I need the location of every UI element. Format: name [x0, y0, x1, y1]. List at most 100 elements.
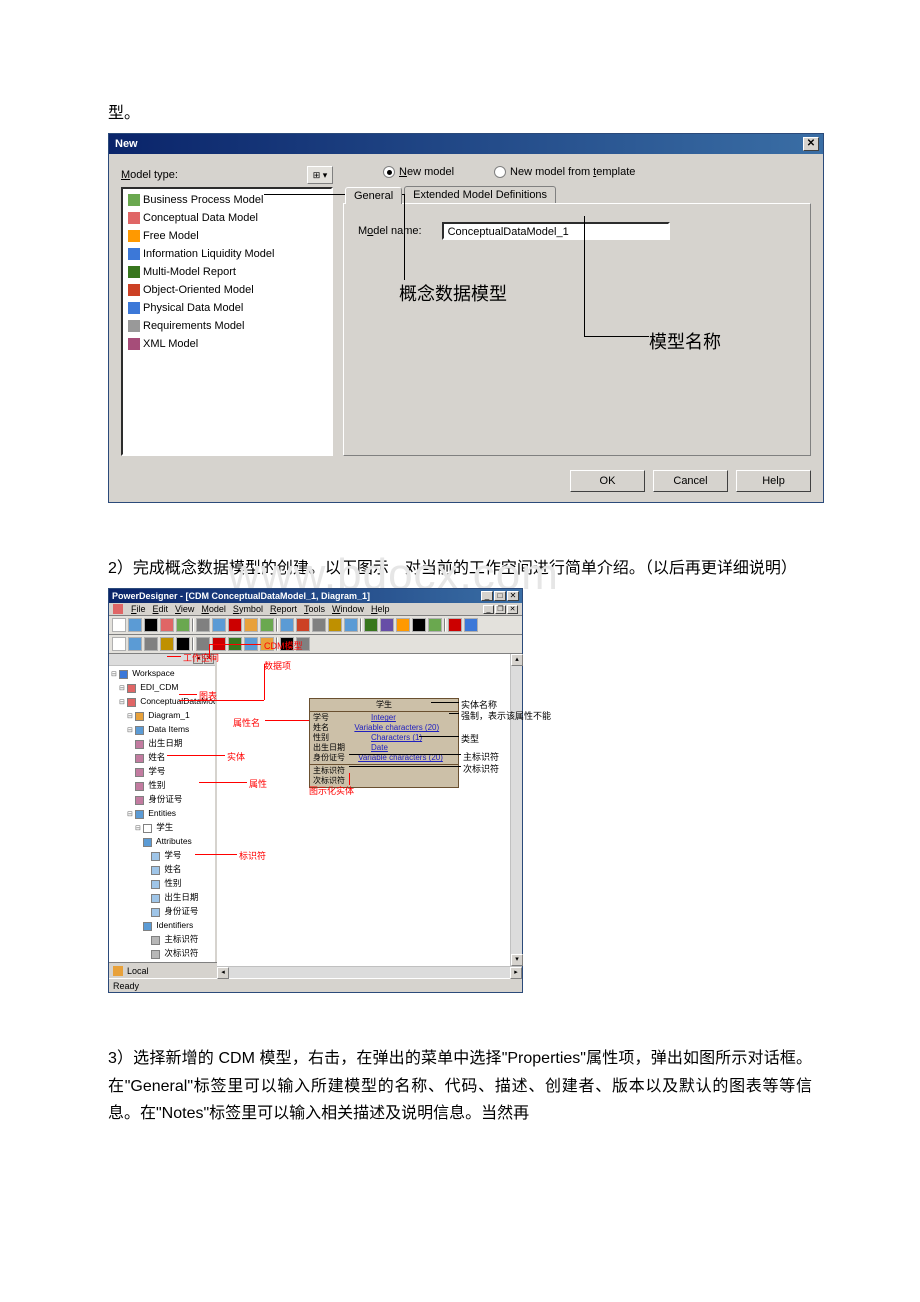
vertical-scrollbar[interactable]: ▴ ▾: [510, 654, 522, 966]
toolbar-button[interactable]: [144, 618, 158, 632]
tree-node[interactable]: 性别: [111, 779, 213, 793]
toolbar-button[interactable]: [448, 618, 462, 632]
toolbar-button[interactable]: [212, 618, 226, 632]
menu-item[interactable]: Edit: [153, 604, 169, 614]
tree-node[interactable]: 次标识符: [111, 947, 213, 961]
new-model-radio[interactable]: New model: [383, 166, 454, 178]
tree-icon: [143, 922, 152, 931]
toolbar-button[interactable]: [344, 618, 358, 632]
close-icon[interactable]: ✕: [507, 591, 519, 601]
toolbar-button[interactable]: [128, 618, 142, 632]
toolbar-button[interactable]: [380, 618, 394, 632]
entity-identifier-row: 主标识符: [313, 766, 455, 776]
toolbar-button[interactable]: [428, 618, 442, 632]
menu-item[interactable]: File: [131, 604, 146, 614]
tree-node[interactable]: 身份证号: [111, 793, 213, 807]
scroll-down-icon[interactable]: ▾: [511, 954, 523, 966]
tree-node[interactable]: 身份证号: [111, 905, 213, 919]
toolbar-button[interactable]: [176, 618, 190, 632]
menu-item[interactable]: Help: [371, 604, 390, 614]
toolbar-button[interactable]: [328, 618, 342, 632]
model-type-item[interactable]: Free Model: [125, 227, 329, 245]
tree-node[interactable]: 出生日期: [111, 891, 213, 905]
model-name-input[interactable]: ConceptualDataModel_1: [442, 222, 670, 240]
model-type-item[interactable]: Conceptual Data Model: [125, 209, 329, 227]
menu-item[interactable]: Window: [332, 604, 364, 614]
scroll-up-icon[interactable]: ▴: [511, 654, 523, 666]
toolbar-button[interactable]: [176, 637, 190, 651]
toolbar-button[interactable]: [464, 618, 478, 632]
close-icon[interactable]: ✕: [803, 137, 819, 151]
tree-node[interactable]: ⊟ Diagram_1: [111, 709, 213, 723]
model-type-item[interactable]: Multi-Model Report: [125, 263, 329, 281]
view-mode-button[interactable]: ⊞ ▾: [307, 166, 333, 184]
entity-box[interactable]: 学生 学号Integer姓名Variable characters (20)性别…: [309, 698, 459, 788]
toolbar-button[interactable]: [144, 637, 158, 651]
ok-button[interactable]: OK: [570, 470, 645, 492]
maximize-icon[interactable]: □: [494, 591, 506, 601]
tree-icon: [135, 796, 144, 805]
toolbar-button[interactable]: [112, 637, 126, 651]
menu-item[interactable]: Report: [270, 604, 297, 614]
model-type-item[interactable]: Requirements Model: [125, 317, 329, 335]
model-type-item[interactable]: Information Liquidity Model: [125, 245, 329, 263]
model-icon: [128, 194, 140, 206]
entity-attribute-row: 学号Integer: [313, 713, 455, 723]
toolbar-button[interactable]: [412, 618, 426, 632]
menu-item[interactable]: Symbol: [233, 604, 263, 614]
toolbar-button[interactable]: [196, 618, 210, 632]
new-model-template-radio[interactable]: New model from template: [494, 166, 635, 178]
toolbar-button[interactable]: [312, 618, 326, 632]
model-type-item[interactable]: Object-Oriented Model: [125, 281, 329, 299]
toolbar-button[interactable]: [196, 637, 210, 651]
toolbar-button[interactable]: [160, 618, 174, 632]
tree-node[interactable]: ⊟ EDI_CDM: [111, 681, 213, 695]
tree-node[interactable]: Identifiers: [111, 919, 213, 933]
model-type-item[interactable]: XML Model: [125, 335, 329, 353]
menu-item[interactable]: View: [175, 604, 194, 614]
toolbar-button[interactable]: [296, 618, 310, 632]
toolbar-button[interactable]: [228, 618, 242, 632]
scroll-left-icon[interactable]: ◂: [217, 967, 229, 979]
tree-node[interactable]: 学号: [111, 849, 213, 863]
tree-node[interactable]: 姓名: [111, 751, 213, 765]
cancel-button[interactable]: Cancel: [653, 470, 728, 492]
scroll-right-icon[interactable]: ▸: [510, 967, 522, 979]
tree-node[interactable]: 姓名: [111, 863, 213, 877]
toolbar-button[interactable]: [128, 637, 142, 651]
toolbar-button[interactable]: [364, 618, 378, 632]
horizontal-scrollbar[interactable]: ◂ ▸: [217, 966, 522, 978]
model-icon: [128, 284, 140, 296]
toolbar-button[interactable]: [112, 618, 126, 632]
mdi-restore-icon[interactable]: ❐: [495, 605, 506, 614]
toolbar-button[interactable]: [160, 637, 174, 651]
tree-node[interactable]: 出生日期: [111, 737, 213, 751]
annotation-line: [431, 702, 459, 703]
tree-node[interactable]: ⊟ ConceptualDataModel_1 *: [111, 695, 213, 709]
model-type-list[interactable]: Business Process ModelConceptual Data Mo…: [121, 187, 333, 456]
menu-item[interactable]: Model: [201, 604, 226, 614]
tree-node[interactable]: 学号: [111, 765, 213, 779]
tree-node[interactable]: ⊟ Data Items: [111, 723, 213, 737]
tab-general[interactable]: General: [345, 187, 402, 204]
help-button[interactable]: Help: [736, 470, 811, 492]
tree-node[interactable]: Attributes: [111, 835, 213, 849]
model-type-item[interactable]: Physical Data Model: [125, 299, 329, 317]
tree-node[interactable]: ⊟ 学生: [111, 821, 213, 835]
toolbar-button[interactable]: [244, 618, 258, 632]
toolbar-button[interactable]: [280, 618, 294, 632]
folder-icon: [113, 966, 123, 976]
tree-node[interactable]: ⊟ Workspace: [111, 667, 213, 681]
toolbar-button[interactable]: [260, 618, 274, 632]
tree-node[interactable]: 性别: [111, 877, 213, 891]
tab-extended-model-definitions[interactable]: Extended Model Definitions: [404, 186, 556, 203]
tree-tab-local[interactable]: Local: [109, 962, 217, 978]
tree-node[interactable]: 主标识符: [111, 933, 213, 947]
toolbar-button[interactable]: [396, 618, 410, 632]
titlebar: New ✕: [109, 134, 823, 154]
mdi-minimize-icon[interactable]: _: [483, 605, 494, 614]
menu-item[interactable]: Tools: [304, 604, 325, 614]
minimize-icon[interactable]: _: [481, 591, 493, 601]
tree-node[interactable]: ⊟ Entities: [111, 807, 213, 821]
mdi-close-icon[interactable]: ✕: [507, 605, 518, 614]
